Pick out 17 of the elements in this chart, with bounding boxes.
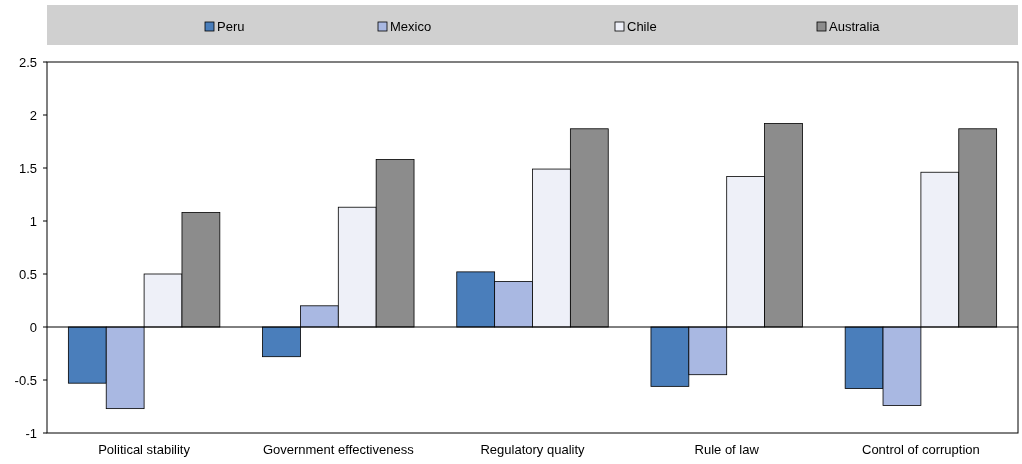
y-tick-label: 2 xyxy=(29,107,37,123)
legend-label: Peru xyxy=(217,19,245,34)
x-tick-label: Regulatory quality xyxy=(480,442,586,457)
y-tick-label: -1 xyxy=(25,425,37,441)
legend-label: Australia xyxy=(829,19,881,34)
y-tick-label: 2.5 xyxy=(18,54,37,70)
y-tick-label: -0.5 xyxy=(14,372,37,388)
x-tick-label: Control of corruption xyxy=(862,442,980,457)
y-tick-label: 0.5 xyxy=(18,266,37,282)
y-tick-label: 1.5 xyxy=(18,160,37,176)
x-tick-label: Political stability xyxy=(98,442,191,457)
y-tick-label: 1 xyxy=(29,213,37,229)
x-tick-label: Rule of law xyxy=(694,442,760,457)
y-tick-label: 0 xyxy=(29,319,37,335)
legend-label: Mexico xyxy=(390,19,432,34)
x-tick-label: Government effectiveness xyxy=(262,442,415,457)
legend-label: Chile xyxy=(627,19,657,34)
